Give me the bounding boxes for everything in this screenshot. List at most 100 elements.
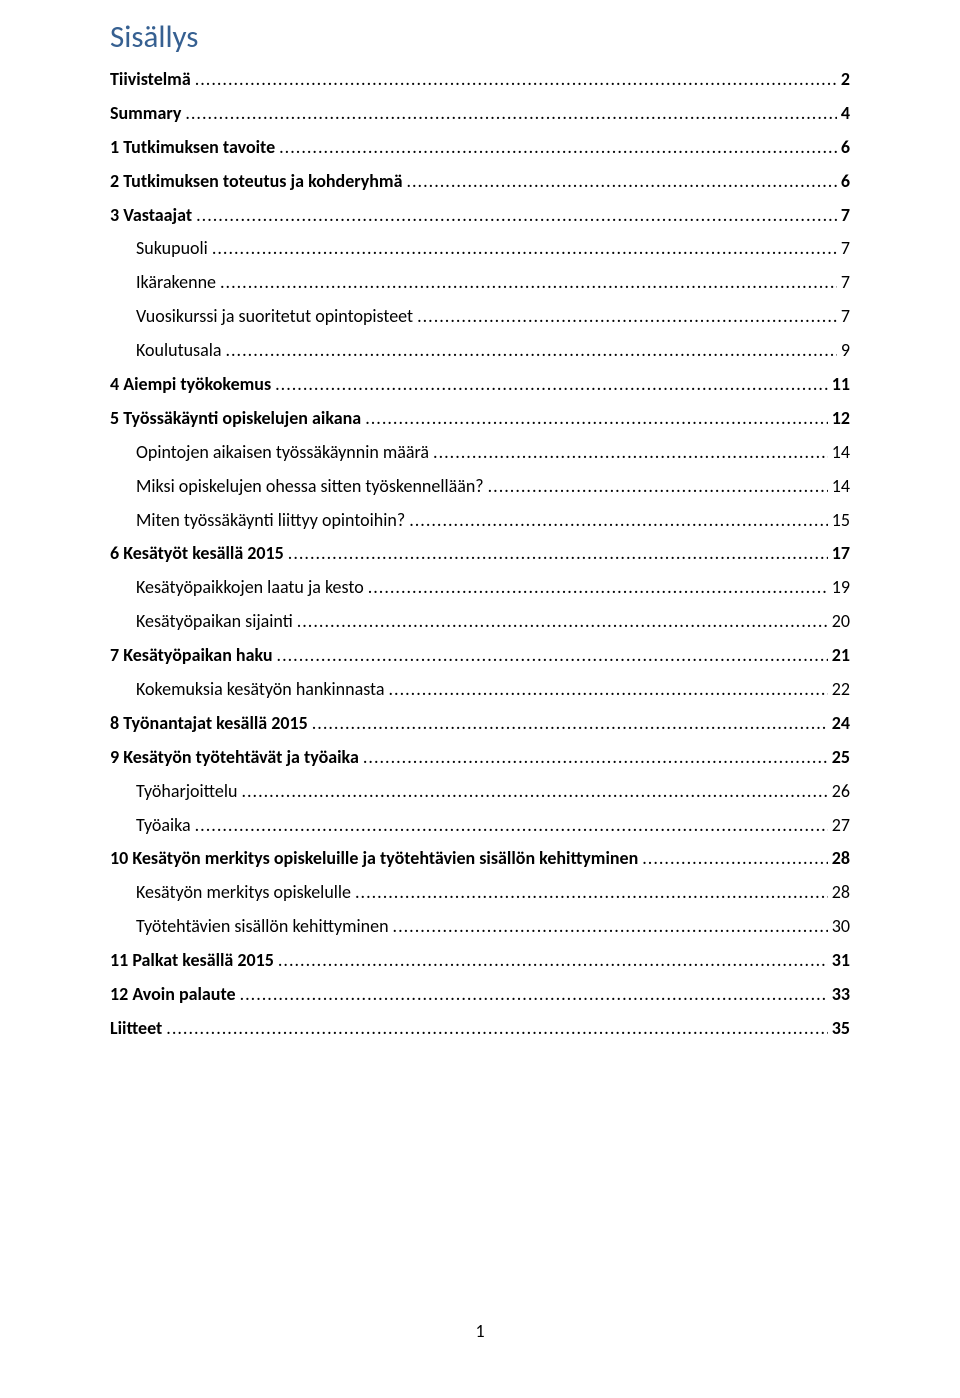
toc-entry: Summary 4 bbox=[110, 100, 850, 128]
toc-entry-label: Kesätyöpaikkojen laatu ja kesto bbox=[136, 574, 364, 602]
toc-entry-page: 26 bbox=[832, 778, 850, 806]
toc-leader bbox=[288, 540, 828, 568]
toc-entry: 1 Tutkimuksen tavoite 6 bbox=[110, 134, 850, 162]
toc-entry: Tiivistelmä 2 bbox=[110, 66, 850, 94]
toc-entry-page: 15 bbox=[832, 507, 850, 535]
toc-entry-label: 8 Työnantajat kesällä 2015 bbox=[110, 710, 308, 738]
toc-entry: Kesätyöpaikkojen laatu ja kesto 19 bbox=[110, 574, 850, 602]
toc-entry: Työharjoittelu 26 bbox=[110, 778, 850, 806]
toc-entry-label: 2 Tutkimuksen toteutus ja kohderyhmä bbox=[110, 168, 402, 196]
toc-title: Sisällys bbox=[110, 18, 850, 56]
toc-entry-page: 7 bbox=[841, 202, 850, 230]
toc-leader bbox=[220, 269, 837, 297]
toc-entry-label: 12 Avoin palaute bbox=[110, 981, 236, 1009]
toc-entry: Vuosikurssi ja suoritetut opintopisteet … bbox=[110, 303, 850, 331]
toc-leader bbox=[195, 66, 837, 94]
toc-entry-label: 4 Aiempi työkokemus bbox=[110, 371, 271, 399]
toc-entry-label: 10 Kesätyön merkitys opiskeluille ja työ… bbox=[110, 845, 638, 873]
toc-entry-page: 4 bbox=[841, 100, 850, 128]
toc-leader bbox=[417, 303, 837, 331]
toc-leader bbox=[488, 473, 828, 501]
toc-leader bbox=[166, 1015, 827, 1043]
toc-entry-page: 27 bbox=[832, 812, 850, 840]
toc-entry: 2 Tutkimuksen toteutus ja kohderyhmä 6 bbox=[110, 168, 850, 196]
toc-entry: 12 Avoin palaute 33 bbox=[110, 981, 850, 1009]
toc-leader bbox=[275, 371, 828, 399]
toc-entry-page: 22 bbox=[832, 676, 850, 704]
toc-leader bbox=[409, 507, 828, 535]
toc-entry-page: 30 bbox=[832, 913, 850, 941]
toc-entry: Sukupuoli 7 bbox=[110, 235, 850, 263]
toc-entry-label: Sukupuoli bbox=[136, 235, 208, 263]
toc-leader bbox=[368, 574, 828, 602]
toc-leader bbox=[393, 913, 828, 941]
toc-entry-page: 25 bbox=[832, 744, 850, 772]
toc-entry-page: 7 bbox=[841, 303, 850, 331]
toc-entry-page: 35 bbox=[832, 1015, 850, 1043]
toc-entry-label: Tiivistelmä bbox=[110, 66, 191, 94]
toc-entry-label: Miten työssäkäynti liittyy opintoihin? bbox=[136, 507, 405, 535]
toc-entry-page: 6 bbox=[841, 134, 850, 162]
toc-leader bbox=[433, 439, 828, 467]
toc-entry-page: 31 bbox=[832, 947, 850, 975]
toc-entry-page: 9 bbox=[841, 337, 850, 365]
toc-entry-label: Miksi opiskelujen ohessa sitten työskenn… bbox=[136, 473, 484, 501]
toc-entry-page: 6 bbox=[841, 168, 850, 196]
toc-entry-label: Liitteet bbox=[110, 1015, 162, 1043]
toc-entry-page: 11 bbox=[832, 371, 850, 399]
toc-entry-label: Opintojen aikaisen työssäkäynnin määrä bbox=[136, 439, 429, 467]
toc-entry-page: 20 bbox=[832, 608, 850, 636]
toc-entry-page: 12 bbox=[832, 405, 850, 433]
toc-entry-page: 24 bbox=[832, 710, 850, 738]
toc-leader bbox=[240, 981, 828, 1009]
page-number: 1 bbox=[0, 1320, 960, 1342]
toc-leader bbox=[225, 337, 836, 365]
toc-entry: Kesätyön merkitys opiskelulle 28 bbox=[110, 879, 850, 907]
toc-entry-label: 3 Vastaajat bbox=[110, 202, 192, 230]
toc-leader bbox=[365, 405, 828, 433]
toc-entry: 7 Kesätyöpaikan haku 21 bbox=[110, 642, 850, 670]
toc-leader bbox=[406, 168, 836, 196]
toc-entry: Koulutusala 9 bbox=[110, 337, 850, 365]
toc-leader bbox=[355, 879, 828, 907]
toc-leader bbox=[277, 642, 828, 670]
toc-entry-label: 1 Tutkimuksen tavoite bbox=[110, 134, 275, 162]
toc-entry: 11 Palkat kesällä 2015 31 bbox=[110, 947, 850, 975]
toc-entry-page: 7 bbox=[841, 269, 850, 297]
toc-entry: Kesätyöpaikan sijainti 20 bbox=[110, 608, 850, 636]
toc-entry-label: Vuosikurssi ja suoritetut opintopisteet bbox=[136, 303, 413, 331]
toc-entry-label: Ikärakenne bbox=[136, 269, 216, 297]
toc-entry-label: Työaika bbox=[136, 812, 191, 840]
toc-leader bbox=[195, 812, 828, 840]
toc-entry: Työaika 27 bbox=[110, 812, 850, 840]
toc-entry-page: 7 bbox=[841, 235, 850, 263]
toc-entry: Miksi opiskelujen ohessa sitten työskenn… bbox=[110, 473, 850, 501]
toc-entry: Liitteet 35 bbox=[110, 1015, 850, 1043]
toc-leader bbox=[297, 608, 828, 636]
toc-entry-label: Kokemuksia kesätyön hankinnasta bbox=[136, 676, 384, 704]
toc-entry-label: 7 Kesätyöpaikan haku bbox=[110, 642, 273, 670]
toc-leader bbox=[642, 845, 828, 873]
toc-entry-page: 33 bbox=[832, 981, 850, 1009]
toc-entry-page: 28 bbox=[832, 845, 850, 873]
toc-entry: Opintojen aikaisen työssäkäynnin määrä 1… bbox=[110, 439, 850, 467]
toc-entry-page: 17 bbox=[832, 540, 850, 568]
toc-entry: 5 Työssäkäynti opiskelujen aikana 12 bbox=[110, 405, 850, 433]
toc-entry-page: 2 bbox=[841, 66, 850, 94]
toc-entry-label: Summary bbox=[110, 100, 181, 128]
toc-entry-label: Koulutusala bbox=[136, 337, 221, 365]
toc-entry: 6 Kesätyöt kesällä 2015 17 bbox=[110, 540, 850, 568]
toc-entry-label: 11 Palkat kesällä 2015 bbox=[110, 947, 274, 975]
toc-entry: Kokemuksia kesätyön hankinnasta 22 bbox=[110, 676, 850, 704]
toc-entry: Miten työssäkäynti liittyy opintoihin? 1… bbox=[110, 507, 850, 535]
toc-entry-label: 5 Työssäkäynti opiskelujen aikana bbox=[110, 405, 361, 433]
toc-entry-label: 6 Kesätyöt kesällä 2015 bbox=[110, 540, 284, 568]
toc-entry: 3 Vastaajat 7 bbox=[110, 202, 850, 230]
toc-entry-label: 9 Kesätyön työtehtävät ja työaika bbox=[110, 744, 359, 772]
toc-entry: Työtehtävien sisällön kehittyminen 30 bbox=[110, 913, 850, 941]
toc-entry-page: 28 bbox=[832, 879, 850, 907]
toc-leader bbox=[241, 778, 827, 806]
toc-entry-page: 19 bbox=[832, 574, 850, 602]
toc-list: Tiivistelmä 2 Summary 4 1 Tutkimuksen tavo… bbox=[110, 66, 850, 1043]
toc-entry: 10 Kesätyön merkitys opiskeluille ja työ… bbox=[110, 845, 850, 873]
